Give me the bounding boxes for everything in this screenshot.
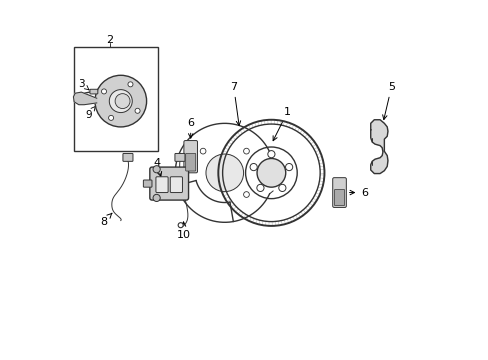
FancyBboxPatch shape: [143, 180, 152, 187]
FancyBboxPatch shape: [175, 153, 184, 161]
Circle shape: [243, 192, 249, 197]
Circle shape: [153, 166, 160, 173]
Circle shape: [128, 82, 133, 87]
Text: 6: 6: [187, 118, 194, 138]
FancyBboxPatch shape: [183, 140, 197, 173]
Circle shape: [205, 154, 243, 192]
Polygon shape: [73, 92, 97, 105]
Text: 10: 10: [176, 222, 190, 240]
Circle shape: [200, 148, 205, 154]
Text: 3: 3: [78, 79, 89, 90]
Circle shape: [256, 184, 264, 192]
Circle shape: [108, 115, 113, 120]
Text: 1: 1: [273, 107, 290, 141]
Text: 8: 8: [100, 213, 112, 226]
Text: 7: 7: [230, 82, 240, 125]
Circle shape: [102, 89, 106, 94]
Circle shape: [257, 158, 285, 187]
Text: 9: 9: [85, 106, 95, 120]
FancyBboxPatch shape: [122, 153, 133, 161]
Text: 4: 4: [153, 158, 162, 176]
Circle shape: [135, 108, 140, 113]
FancyBboxPatch shape: [170, 177, 182, 193]
FancyBboxPatch shape: [90, 89, 98, 94]
FancyBboxPatch shape: [185, 153, 195, 171]
Circle shape: [278, 184, 285, 192]
Circle shape: [109, 90, 132, 113]
Circle shape: [95, 75, 146, 127]
Text: 6: 6: [349, 188, 367, 198]
Circle shape: [285, 163, 292, 171]
Circle shape: [153, 194, 160, 202]
Circle shape: [249, 163, 257, 171]
FancyBboxPatch shape: [332, 178, 346, 207]
FancyBboxPatch shape: [156, 177, 168, 193]
Text: 5: 5: [382, 82, 394, 120]
Text: 2: 2: [106, 35, 113, 45]
Circle shape: [243, 148, 249, 154]
FancyBboxPatch shape: [334, 189, 344, 206]
Bar: [74, 47, 158, 151]
Polygon shape: [370, 120, 387, 174]
Circle shape: [178, 223, 183, 228]
Circle shape: [115, 94, 130, 109]
Circle shape: [267, 150, 274, 158]
FancyBboxPatch shape: [149, 167, 188, 200]
